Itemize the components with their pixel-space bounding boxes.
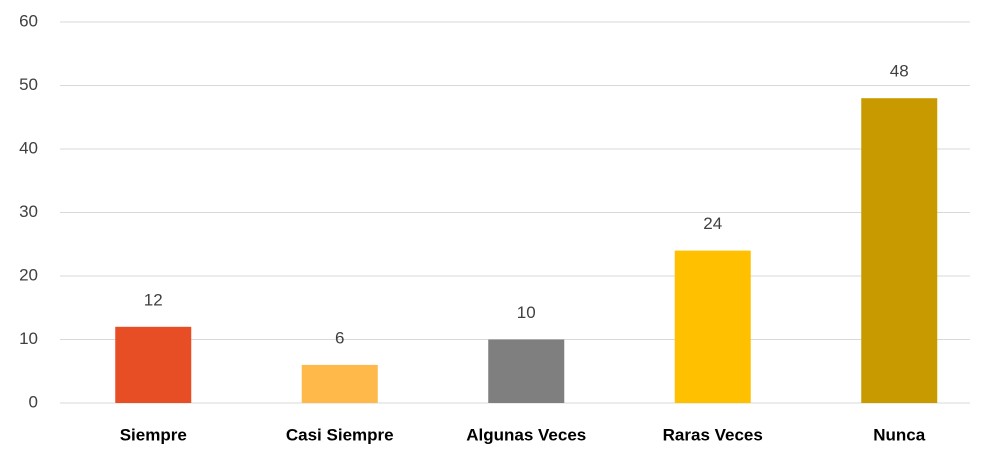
x-tick-label: Casi Siempre xyxy=(286,425,394,444)
data-label: 10 xyxy=(517,303,536,322)
y-tick-label: 30 xyxy=(19,202,38,221)
x-tick-label: Siempre xyxy=(120,425,187,444)
bar xyxy=(115,326,192,403)
bar xyxy=(301,364,378,403)
bar xyxy=(674,250,751,403)
y-tick-label: 10 xyxy=(19,329,38,348)
y-tick-label: 60 xyxy=(19,11,38,30)
y-tick-label: 50 xyxy=(19,75,38,94)
data-label: 24 xyxy=(703,214,722,233)
data-label: 12 xyxy=(144,290,163,309)
data-label: 6 xyxy=(335,328,344,347)
data-label: 48 xyxy=(890,62,909,81)
y-tick-label: 0 xyxy=(29,392,38,411)
bar xyxy=(861,98,938,403)
x-tick-label: Nunca xyxy=(873,425,926,444)
x-tick-label: Algunas Veces xyxy=(466,425,586,444)
bar xyxy=(488,339,565,403)
y-tick-label: 40 xyxy=(19,138,38,157)
y-tick-label: 20 xyxy=(19,265,38,284)
x-tick-label: Raras Veces xyxy=(663,425,763,444)
